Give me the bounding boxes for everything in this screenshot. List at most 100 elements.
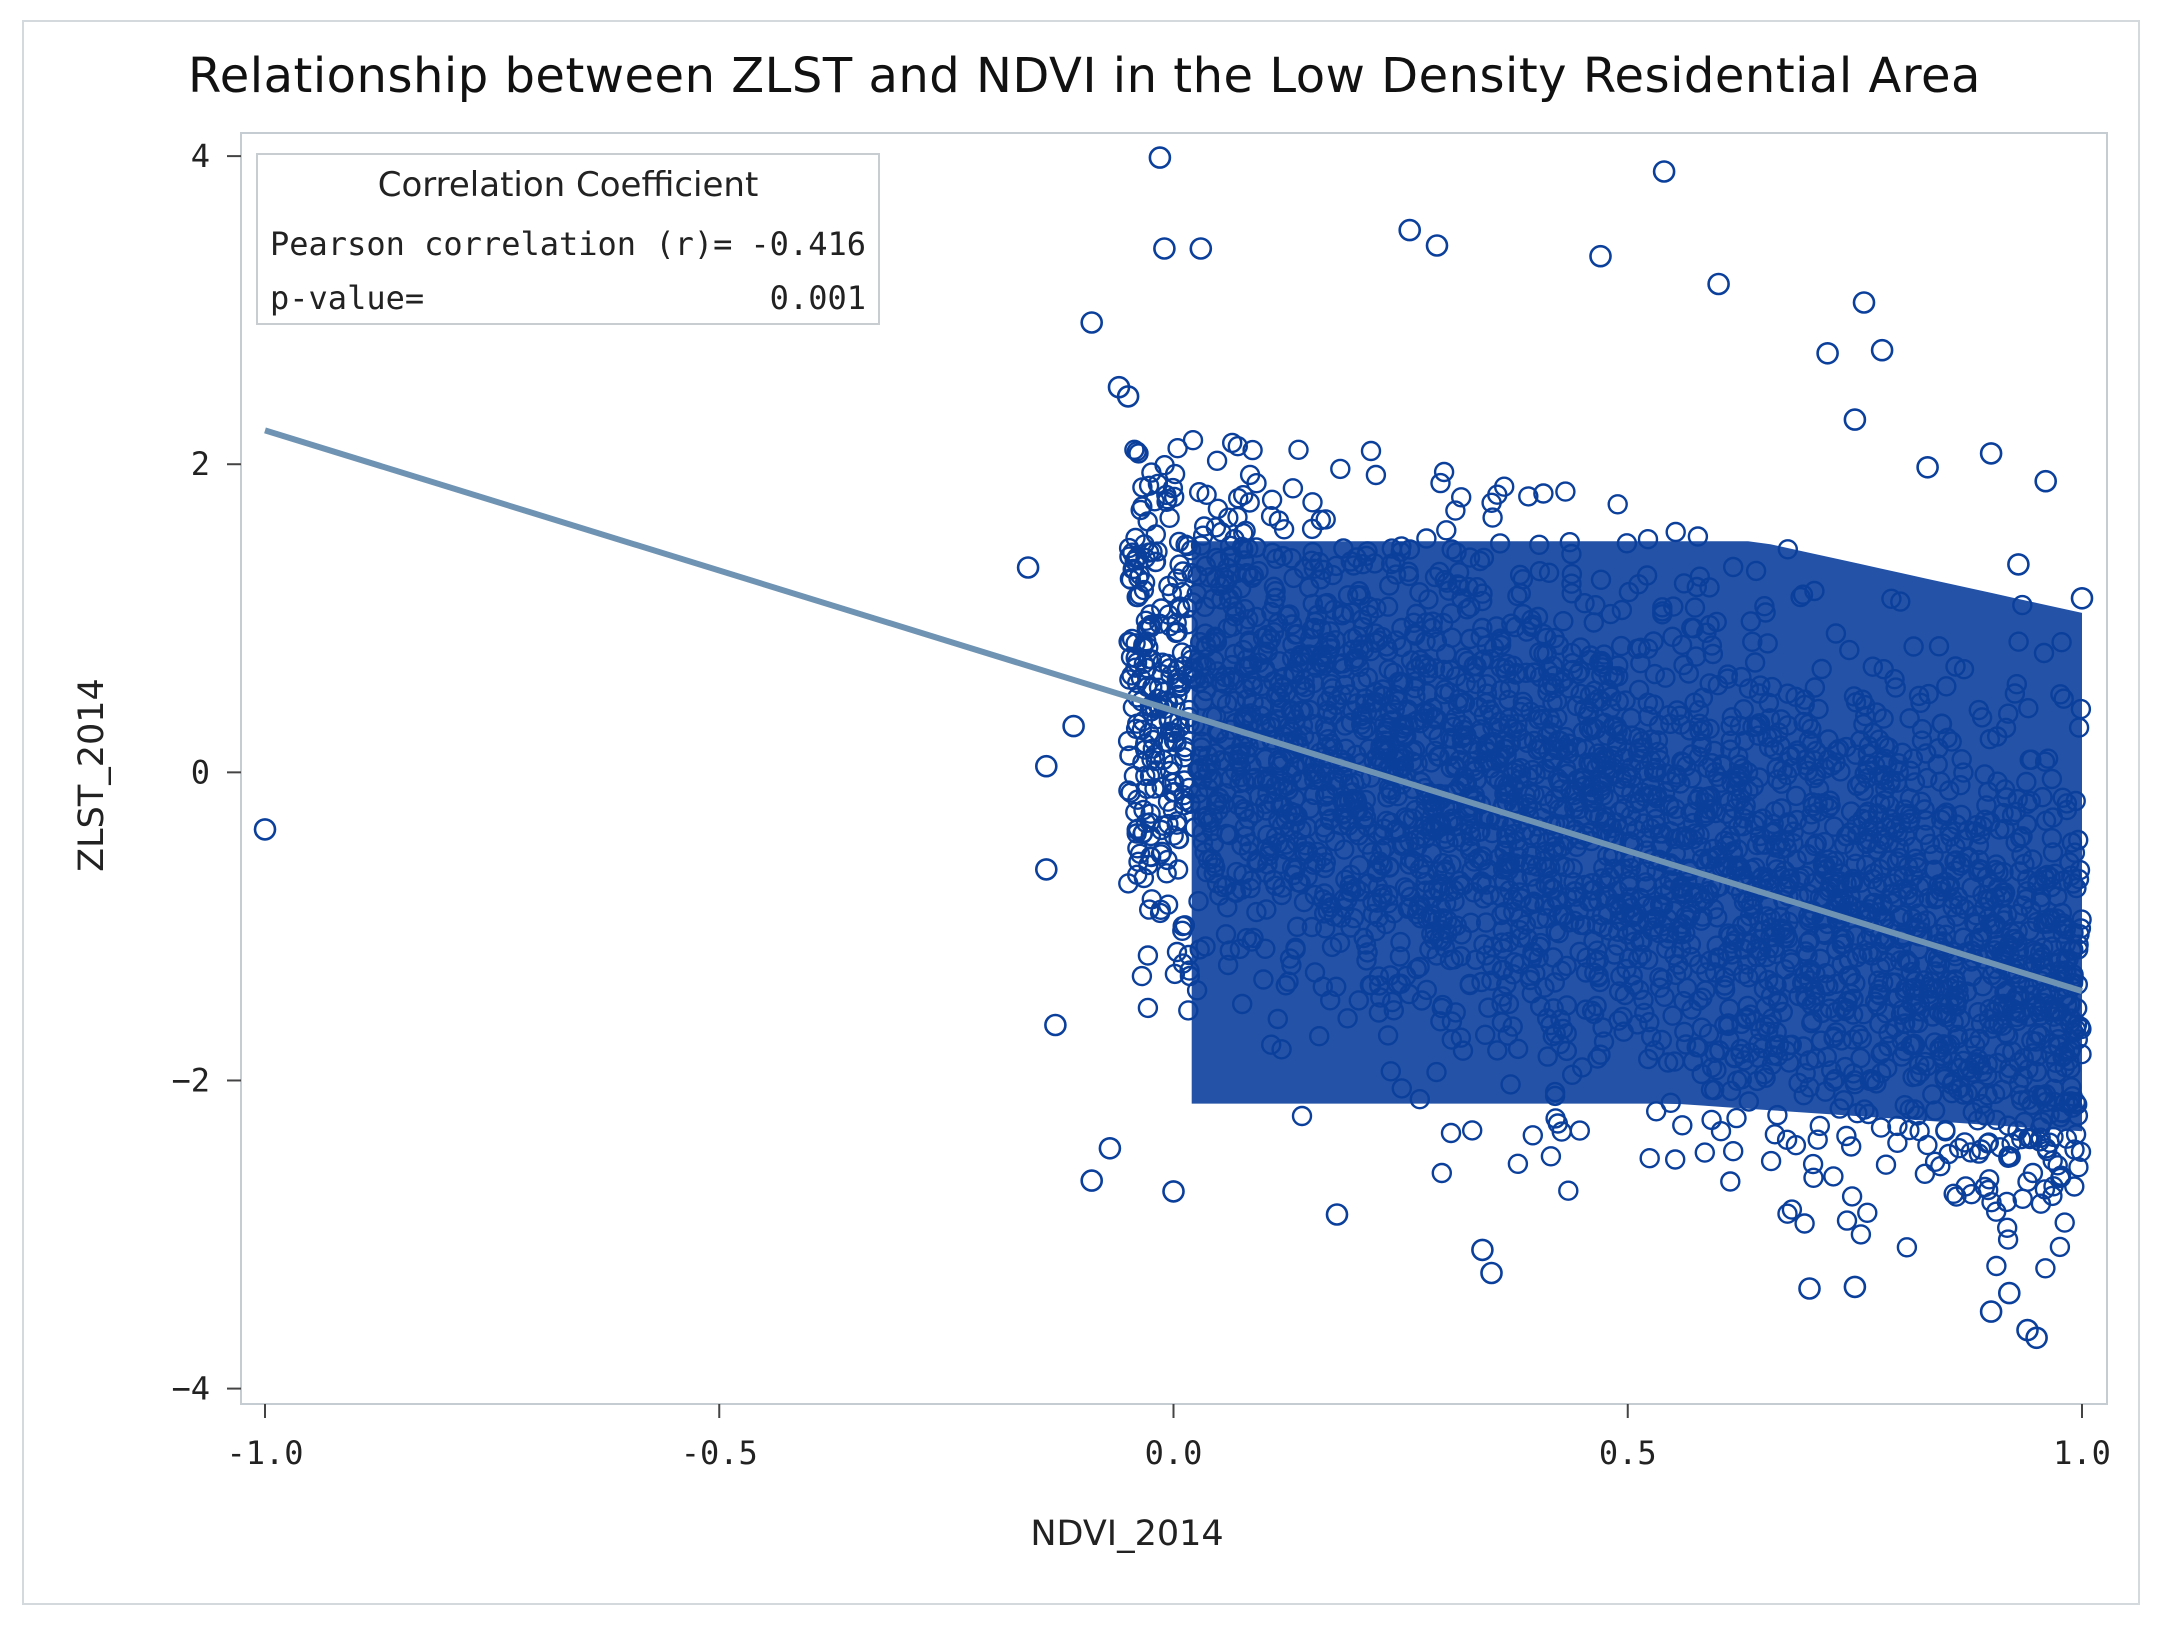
data-point (1461, 1120, 1483, 1141)
data-point (1291, 1105, 1313, 1127)
data-point (1935, 1121, 1956, 1142)
data-point (1997, 1229, 2019, 1250)
data-point (1140, 614, 1161, 636)
outlier-point (1852, 291, 1876, 314)
data-point (1168, 828, 1190, 850)
outlier-point (1480, 1261, 1503, 1285)
data-point (2049, 1236, 2071, 1258)
outlier-point (1153, 237, 1176, 260)
point-cloud-core (1191, 541, 2082, 1132)
outlier-point (2034, 469, 2057, 493)
data-point (1163, 486, 1185, 508)
data-point (1996, 1217, 2018, 1239)
data-point (1722, 1140, 1744, 1162)
x-tick-label: 1.0 (2053, 1434, 2111, 1472)
data-point (1169, 554, 1190, 575)
data-point (1840, 1136, 1862, 1157)
data-point (1123, 558, 1145, 580)
data-point (1445, 500, 1466, 521)
data-point (1943, 1183, 1964, 1205)
data-point (1128, 443, 1149, 464)
data-point (1148, 677, 1170, 698)
data-point (1481, 492, 1502, 513)
outlier-point (1843, 1275, 1867, 1299)
data-point (1156, 484, 1177, 506)
data-point (1118, 873, 1139, 894)
outlier-point (253, 818, 277, 841)
data-point (1144, 744, 1166, 765)
outlier-point (1979, 442, 2003, 465)
outlier-point (1979, 1300, 2003, 1323)
data-point (1781, 1199, 1803, 1220)
outlier-point (1707, 272, 1730, 296)
data-point (1301, 518, 1323, 540)
data-point (1522, 1125, 1544, 1146)
data-point (2034, 1179, 2056, 1200)
point-cloud (1117, 430, 2092, 1279)
data-point (1119, 546, 1140, 567)
data-point (1182, 430, 1204, 451)
data-point (1450, 487, 1472, 508)
outlier-point (1044, 1013, 1067, 1037)
data-point (1807, 1129, 1828, 1150)
data-point (1205, 517, 1227, 538)
data-point (1981, 1191, 2002, 1213)
data-point (1227, 488, 1249, 509)
outlier-point (2070, 586, 2094, 610)
data-point (1160, 721, 1181, 742)
data-point (1158, 604, 1179, 625)
data-point (1917, 1134, 1938, 1156)
data-point (1206, 450, 1228, 471)
data-point (1664, 1149, 1686, 1170)
data-point (1569, 1120, 1591, 1141)
data-point (1431, 1162, 1453, 1184)
data-point (1330, 458, 1351, 480)
data-point (1130, 667, 1152, 689)
data-point (1365, 464, 1387, 486)
x-tick-label: -0.5 (681, 1434, 758, 1472)
data-point (1133, 579, 1155, 601)
data-point (1227, 436, 1249, 457)
data-point (1518, 486, 1539, 507)
outlier-point (1425, 234, 1449, 257)
data-point (1137, 618, 1159, 639)
outlier-point (1652, 160, 1676, 183)
outlier-point (1080, 1169, 1103, 1192)
data-point (1141, 649, 1163, 670)
data-point (1166, 732, 1187, 753)
chart-title: Relationship between ZLST and NDVI in th… (188, 48, 1981, 104)
data-point (1302, 492, 1323, 513)
data-point (1164, 781, 1185, 803)
data-point (1540, 1146, 1562, 1167)
data-point (1440, 1122, 1462, 1144)
data-point (1802, 1153, 1824, 1175)
y-tick-label: −4 (171, 1370, 210, 1408)
data-point (1694, 1142, 1716, 1163)
data-point (1138, 899, 1160, 920)
data-point (1132, 477, 1153, 498)
y-tick-label: 0 (191, 753, 210, 791)
data-point (1288, 439, 1309, 460)
data-point (1152, 815, 1174, 836)
data-point (2030, 1127, 2051, 1148)
data-point (1261, 489, 1283, 510)
data-point (1151, 664, 1173, 685)
data-point (2017, 1171, 2038, 1192)
data-point (1134, 572, 1156, 593)
data-point (1162, 477, 1184, 499)
outlier-point (1035, 754, 1058, 778)
data-point (1138, 722, 1160, 744)
data-point (1126, 672, 1148, 694)
x-axis: -1.0 -0.5 0.0 0.5 1.0 (226, 1404, 2111, 1472)
data-point (1167, 438, 1188, 459)
y-tick-label: 4 (191, 137, 210, 175)
data-point (1127, 838, 1148, 859)
data-point (2068, 1156, 2089, 1178)
data-point (1545, 1108, 1566, 1129)
data-point (1764, 1124, 1786, 1145)
outlier-point (1798, 1277, 1821, 1300)
data-point (1720, 1171, 1741, 1192)
data-point (1710, 1120, 1732, 1142)
data-point (1118, 780, 1139, 801)
